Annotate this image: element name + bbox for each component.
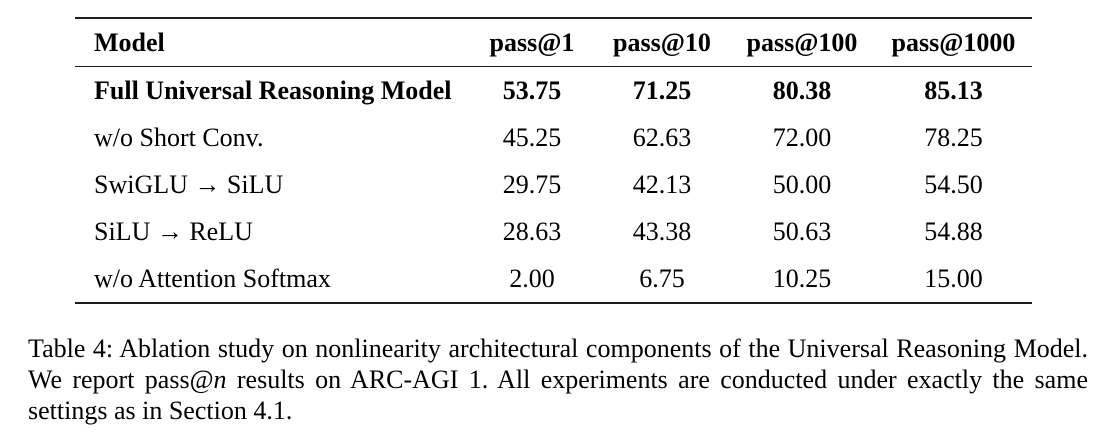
- value-cell: 80.38: [772, 75, 832, 105]
- value-cell: 10.25: [772, 263, 832, 293]
- value-cell: 54.88: [924, 216, 983, 246]
- value-cell: 71.25: [632, 75, 692, 105]
- column-header-model: Model: [94, 27, 165, 57]
- value-cell: 28.63: [502, 216, 562, 246]
- model-name-cell: w/o Short Conv.: [94, 122, 264, 152]
- value-cell: 43.38: [632, 216, 692, 246]
- value-cell: 29.75: [502, 169, 562, 199]
- table-row: w/o Short Conv. 45.25 62.63 72.00 78.25: [75, 114, 1032, 161]
- value-cell: 50.63: [772, 216, 832, 246]
- model-name-cell: w/o Attention Softmax: [94, 263, 331, 293]
- table-caption: Table 4: Ablation study on nonlinearity …: [28, 333, 1088, 426]
- math-variable: n: [213, 365, 227, 394]
- table-body: Full Universal Reasoning Model 53.75 71.25…: [75, 67, 1032, 304]
- value-cell: 85.13: [924, 75, 983, 105]
- table-row: SiLU → ReLU 28.63 43.38 50.63 54.88: [75, 208, 1032, 255]
- value-cell: 42.13: [632, 169, 692, 199]
- value-cell: 45.25: [502, 122, 562, 152]
- value-cell: 54.50: [924, 169, 983, 199]
- table-head: Model pass@1 pass@10 pass@100 pass@1000: [75, 18, 1032, 67]
- model-name-cell: Full Universal Reasoning Model: [94, 75, 452, 105]
- ablation-table: Model pass@1 pass@10 pass@100 pass@1000 Full…: [75, 17, 1032, 304]
- model-name-cell: SwiGLU → SiLU: [94, 169, 284, 199]
- value-cell: 62.63: [632, 122, 692, 152]
- value-cell: 53.75: [502, 75, 562, 105]
- column-header-pass-at-10: pass@10: [613, 27, 711, 57]
- table-row: w/o Attention Softmax 2.00 6.75 10.25 15.00: [75, 255, 1032, 303]
- caption-text: Table 4: Ablation study on nonlinearity …: [28, 334, 1088, 394]
- caption-text: results on ARC-AGI 1. All experiments ar…: [28, 365, 1088, 425]
- value-cell: 6.75: [639, 263, 685, 293]
- column-header-pass-at-1000: pass@1000: [891, 27, 1016, 57]
- value-cell: 50.00: [772, 169, 832, 199]
- table-row: Full Universal Reasoning Model 53.75 71.25…: [75, 67, 1032, 115]
- value-cell: 72.00: [772, 122, 832, 152]
- column-header-pass-at-100: pass@100: [746, 27, 858, 57]
- table-row: SwiGLU → SiLU 29.75 42.13 50.00 54.50: [75, 161, 1032, 208]
- value-cell: 15.00: [924, 263, 983, 293]
- value-cell: 2.00: [509, 263, 555, 293]
- value-cell: 78.25: [924, 122, 983, 152]
- column-header-pass-at-1: pass@1: [489, 27, 575, 57]
- table-header-row: Model pass@1 pass@10 pass@100 pass@1000: [75, 18, 1032, 67]
- model-name-cell: SiLU → ReLU: [94, 216, 253, 246]
